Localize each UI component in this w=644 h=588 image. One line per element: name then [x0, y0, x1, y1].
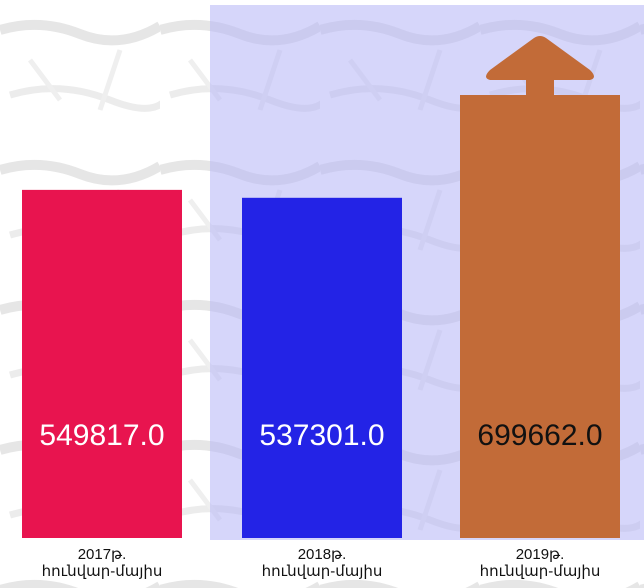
x-tick-label-line: հունվար-մայիս — [261, 563, 383, 580]
bar — [242, 197, 402, 538]
trend-arrow-icon — [486, 36, 594, 97]
x-tick-label: 2018թ. հունվար-մայիս — [232, 546, 412, 580]
x-tick-label-line: հունվար-մայիս — [41, 563, 163, 580]
x-tick-label: 2019թ. հունվար-մայիս — [450, 546, 630, 580]
x-tick-label: 2017թ. հունվար-մայիս — [12, 546, 192, 580]
x-tick-label-line: 2018թ. — [297, 546, 347, 563]
x-tick-label-line: 2017թ. — [77, 546, 127, 563]
bar — [22, 189, 182, 539]
bar — [460, 95, 620, 538]
data-label: 549817.0 — [39, 419, 164, 452]
data-label: 537301.0 — [259, 419, 384, 452]
x-tick-label-line: 2019թ. — [515, 546, 565, 563]
x-tick-label-line: հունվար-մայիս — [479, 563, 601, 580]
data-label: 699662.0 — [477, 419, 602, 452]
